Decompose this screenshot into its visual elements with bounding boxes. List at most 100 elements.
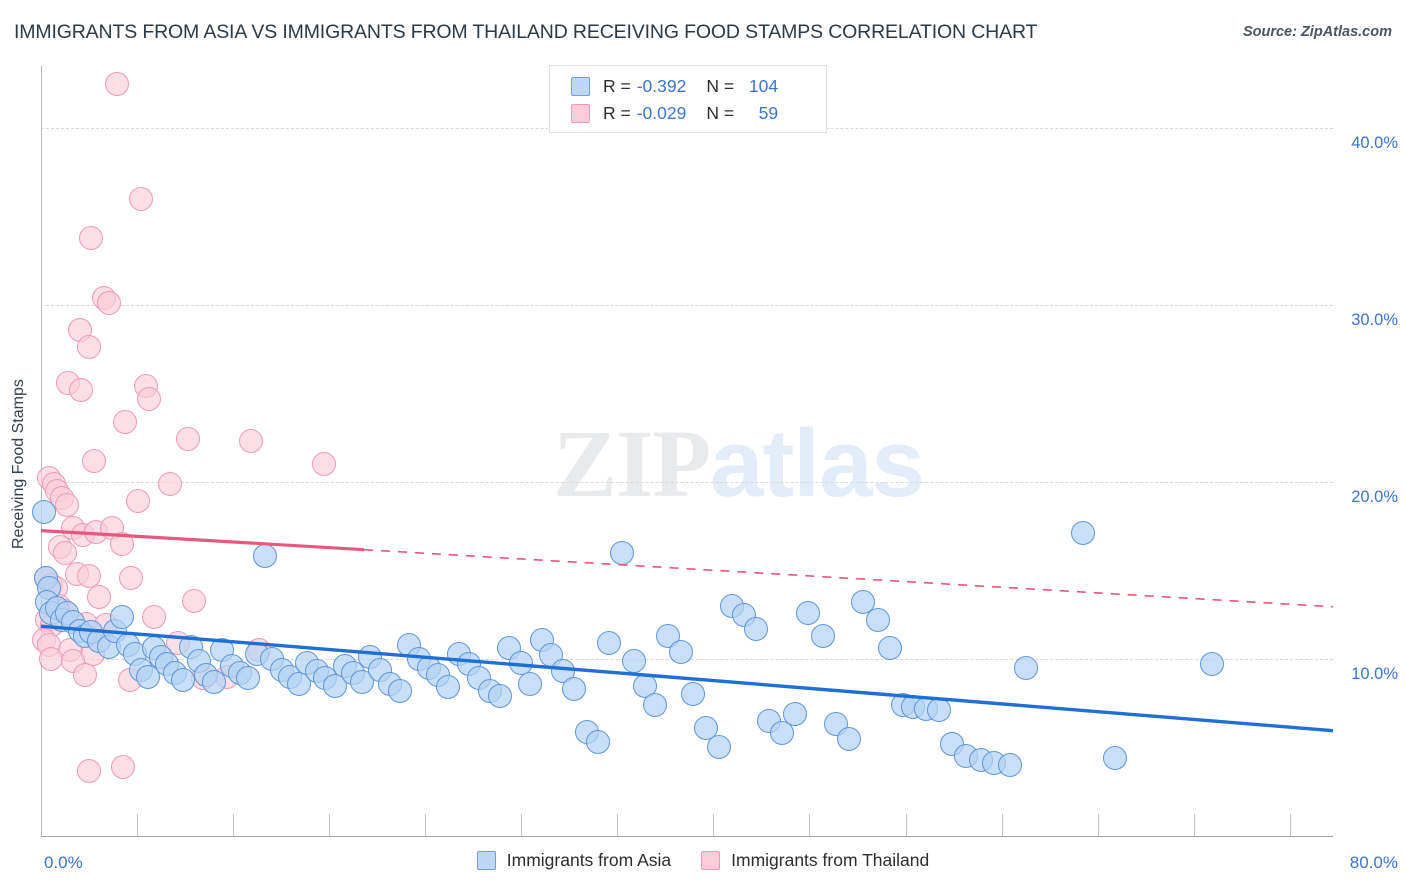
x-axis-tick — [617, 814, 619, 836]
correlation-stats-box: R = -0.392 N = 104 R = -0.029 N = 59 — [549, 65, 827, 133]
x-axis-tick — [425, 814, 427, 836]
data-point-thailand[interactable] — [82, 448, 107, 473]
data-point-thailand[interactable] — [72, 662, 97, 687]
x-axis-tick — [1193, 814, 1195, 836]
legend-label-asia: Immigrants from Asia — [506, 850, 672, 870]
stats-n-label-thailand: N = — [706, 103, 735, 123]
stats-row-thailand: R = -0.029 N = 59 — [550, 100, 826, 127]
data-point-asia[interactable] — [387, 678, 412, 703]
data-point-asia[interactable] — [435, 675, 460, 700]
data-point-asia[interactable] — [171, 668, 196, 693]
data-point-asia[interactable] — [998, 753, 1022, 778]
chart-header: IMMIGRANTS FROM ASIA VS IMMIGRANTS FROM … — [0, 0, 1406, 58]
data-point-thailand[interactable] — [119, 565, 144, 590]
data-point-thailand[interactable] — [96, 291, 121, 316]
data-point-asia[interactable] — [1102, 746, 1127, 771]
data-point-asia[interactable] — [235, 666, 260, 691]
data-point-thailand[interactable] — [129, 186, 154, 211]
data-point-asia[interactable] — [253, 544, 278, 569]
legend-swatch-thailand — [701, 851, 721, 870]
y-axis-tick-label: 30.0% — [1351, 310, 1398, 329]
x-axis-line — [41, 836, 1333, 837]
stats-r-label-thailand: R = — [603, 103, 631, 123]
x-axis-tick — [233, 814, 235, 836]
data-point-thailand[interactable] — [87, 585, 112, 610]
data-point-asia[interactable] — [621, 648, 646, 673]
data-point-asia[interactable] — [610, 540, 635, 565]
legend-item-thailand[interactable]: Immigrants from Thailand — [701, 850, 929, 871]
data-point-thailand[interactable] — [137, 386, 162, 411]
data-point-asia[interactable] — [32, 500, 57, 525]
data-point-thailand[interactable] — [104, 71, 129, 96]
data-point-thailand[interactable] — [54, 492, 79, 517]
data-point-asia[interactable] — [744, 616, 769, 641]
y-axis-line — [41, 66, 42, 836]
data-point-asia[interactable] — [783, 701, 808, 726]
data-point-asia[interactable] — [1199, 652, 1224, 677]
data-point-asia[interactable] — [796, 600, 821, 625]
data-point-thailand[interactable] — [238, 429, 263, 454]
stats-r-label-asia: R = — [603, 76, 631, 96]
stats-n-label-asia: N = — [706, 76, 735, 96]
x-axis-tick — [1001, 814, 1003, 836]
plot-area — [32, 66, 1333, 836]
data-point-asia[interactable] — [878, 636, 903, 661]
data-point-thailand[interactable] — [79, 225, 104, 250]
stats-r-value-asia: -0.392 — [636, 76, 687, 96]
stats-n-value-thailand: 59 — [758, 103, 779, 123]
source-attribution: Source: ZipAtlas.com — [1242, 24, 1392, 40]
gridline-y — [41, 481, 1333, 483]
data-point-thailand[interactable] — [175, 427, 200, 452]
data-point-asia[interactable] — [836, 726, 861, 751]
data-point-asia[interactable] — [926, 698, 951, 723]
data-point-asia[interactable] — [561, 677, 586, 702]
data-point-thailand[interactable] — [77, 563, 102, 588]
data-point-asia[interactable] — [508, 650, 533, 675]
page-title: IMMIGRANTS FROM ASIA VS IMMIGRANTS FROM … — [14, 21, 1038, 43]
data-point-asia[interactable] — [642, 693, 667, 717]
data-point-thailand[interactable] — [111, 754, 136, 779]
stats-swatch-asia — [571, 77, 590, 96]
data-point-thailand[interactable] — [77, 335, 102, 360]
data-point-thailand[interactable] — [38, 646, 63, 671]
data-point-asia[interactable] — [681, 682, 706, 707]
data-point-asia[interactable] — [707, 735, 732, 760]
data-point-asia[interactable] — [810, 623, 835, 648]
data-point-thailand[interactable] — [182, 588, 207, 613]
y-axis-tick-label: 10.0% — [1351, 664, 1398, 683]
x-axis-tick — [1289, 814, 1291, 836]
data-point-thailand[interactable] — [77, 758, 102, 783]
x-axis-tick — [905, 814, 907, 836]
data-point-thailand[interactable] — [112, 409, 137, 434]
legend-swatch-asia — [476, 851, 496, 870]
data-point-thailand[interactable] — [109, 531, 134, 556]
data-point-thailand[interactable] — [142, 604, 167, 629]
data-point-asia[interactable] — [597, 631, 622, 656]
data-point-asia[interactable] — [1014, 655, 1039, 680]
data-point-asia[interactable] — [109, 604, 134, 629]
stats-row-asia: R = -0.392 N = 104 — [550, 73, 826, 100]
legend-label-thailand: Immigrants from Thailand — [731, 850, 930, 870]
data-point-asia[interactable] — [487, 684, 512, 709]
data-point-asia[interactable] — [1070, 521, 1095, 546]
stats-r-value-thailand: -0.029 — [636, 103, 687, 123]
series-legend: Immigrants from Asia Immigrants from Tha… — [0, 850, 1406, 871]
y-axis-tick-label: 40.0% — [1351, 133, 1398, 152]
data-point-thailand[interactable] — [125, 489, 150, 514]
data-point-thailand[interactable] — [158, 471, 183, 496]
x-axis-tick — [1097, 814, 1099, 836]
data-point-thailand[interactable] — [53, 540, 78, 565]
stats-n-value-asia: 104 — [748, 76, 779, 96]
data-point-asia[interactable] — [586, 730, 611, 755]
data-point-thailand[interactable] — [69, 377, 94, 402]
x-axis-tick — [521, 814, 523, 836]
data-point-thailand[interactable] — [311, 452, 336, 477]
data-point-asia[interactable] — [668, 639, 693, 664]
x-axis-min-label: 0.0% — [44, 853, 83, 872]
y-axis-tick-label: 20.0% — [1351, 487, 1398, 506]
data-point-asia[interactable] — [518, 671, 543, 696]
gridline-y — [41, 304, 1333, 306]
data-point-asia[interactable] — [865, 608, 890, 633]
legend-item-asia[interactable]: Immigrants from Asia — [476, 850, 672, 871]
